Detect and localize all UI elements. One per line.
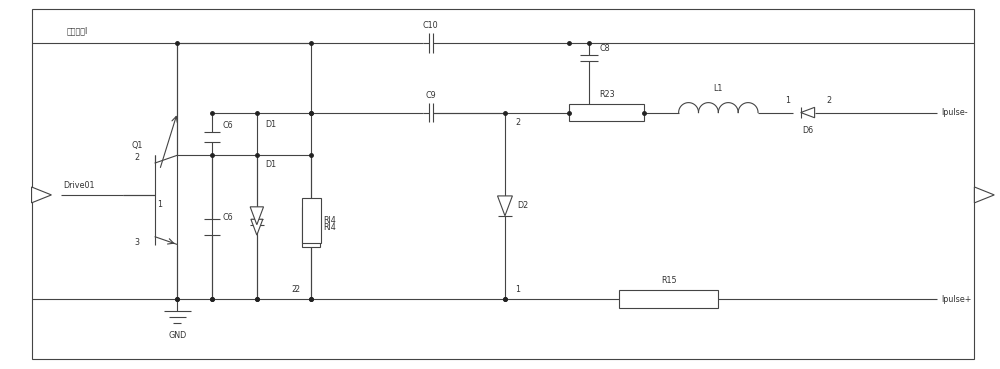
Text: 2: 2 — [294, 285, 300, 294]
Text: D1: D1 — [265, 121, 276, 130]
Text: R15: R15 — [661, 276, 677, 285]
Bar — [619, 290, 718, 308]
Text: 3: 3 — [135, 238, 140, 247]
Polygon shape — [250, 207, 264, 225]
Bar — [569, 104, 644, 121]
Text: C6: C6 — [222, 121, 233, 130]
Bar — [302, 199, 321, 243]
Polygon shape — [251, 219, 263, 235]
Text: C10: C10 — [423, 21, 438, 30]
Text: Ipulse-: Ipulse- — [942, 108, 968, 117]
Text: 1: 1 — [158, 200, 163, 209]
Text: 1: 1 — [785, 96, 790, 104]
Text: 2: 2 — [291, 285, 297, 294]
Text: Drive01: Drive01 — [63, 181, 95, 190]
Text: Rl4: Rl4 — [323, 216, 336, 225]
Text: Rl4: Rl4 — [323, 223, 336, 232]
Text: D2: D2 — [517, 201, 528, 210]
Text: C9: C9 — [425, 91, 436, 100]
Text: D1: D1 — [265, 160, 276, 169]
Text: GND: GND — [168, 331, 187, 340]
Text: Q1: Q1 — [131, 141, 142, 150]
Bar — [302, 207, 320, 247]
Text: 2: 2 — [515, 117, 520, 127]
Text: 1: 1 — [515, 285, 520, 294]
Text: L1: L1 — [714, 84, 723, 93]
Text: R23: R23 — [599, 90, 615, 99]
Text: C6: C6 — [222, 213, 233, 222]
Text: D6: D6 — [802, 127, 813, 135]
Text: 充电电流I: 充电电流I — [66, 26, 88, 35]
Polygon shape — [974, 187, 994, 203]
Polygon shape — [498, 196, 512, 216]
Text: C8: C8 — [599, 44, 610, 52]
Text: Ipulse+: Ipulse+ — [942, 294, 972, 304]
Text: 2: 2 — [135, 153, 140, 162]
Polygon shape — [801, 107, 815, 118]
Text: 2: 2 — [827, 96, 832, 104]
Polygon shape — [32, 187, 51, 203]
